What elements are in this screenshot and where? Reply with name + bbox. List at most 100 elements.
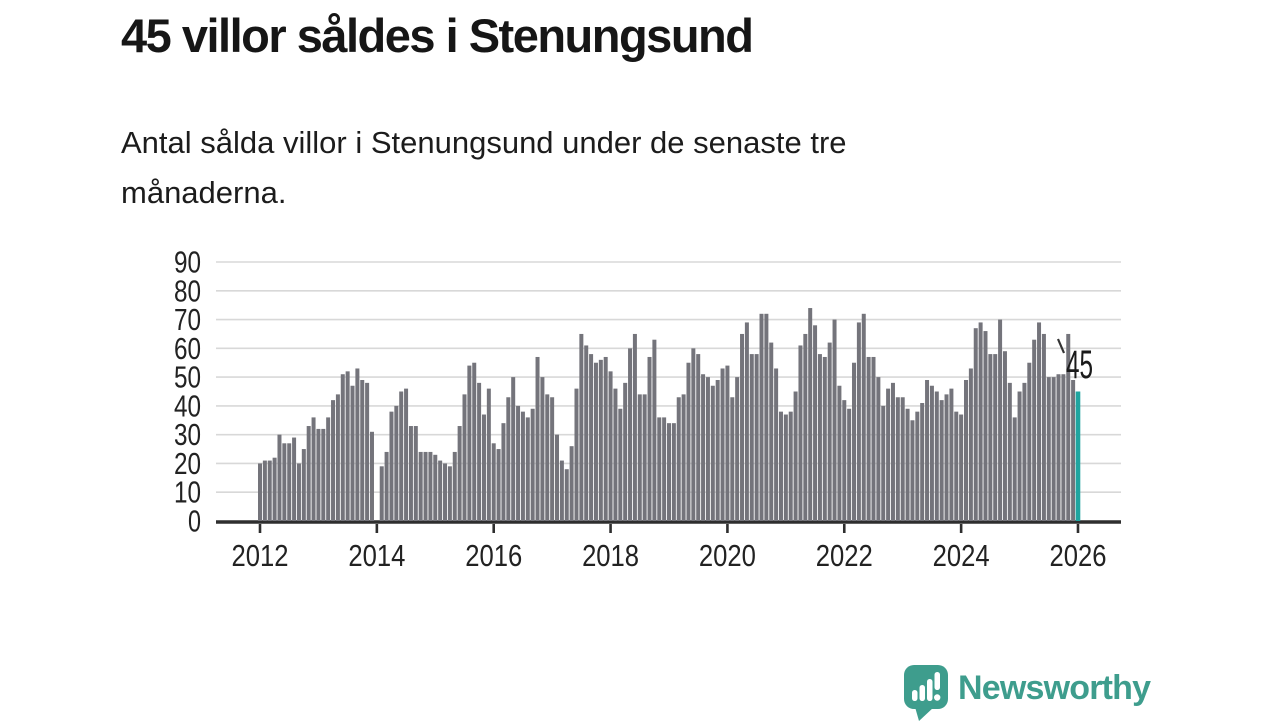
bar-month (681, 394, 686, 521)
bar-month (793, 391, 798, 521)
chart-subtitle: Antal sålda villor i Stenungsund under d… (121, 125, 847, 210)
bar-month (491, 443, 496, 521)
y-axis-tick-label: 0 (188, 504, 201, 539)
bar-month (608, 371, 613, 521)
bar-month (365, 382, 370, 521)
bar-month (666, 423, 671, 521)
bar-month (355, 368, 360, 521)
bar-month (262, 460, 267, 521)
y-axis-tick-label: 30 (174, 417, 201, 452)
y-axis-tick-label: 20 (174, 446, 201, 481)
bar-month (730, 397, 735, 521)
bar-month (623, 382, 628, 521)
bar-month (662, 417, 667, 521)
bar-month (296, 463, 301, 521)
bar-month (467, 365, 472, 521)
bar-month (803, 333, 808, 521)
bar-month (574, 388, 579, 521)
bar-month (759, 313, 764, 521)
x-axis-tick-label: 2024 (933, 538, 990, 573)
bar-month (394, 405, 399, 521)
bar-month (326, 417, 331, 521)
bar-month (769, 342, 774, 521)
bar-month (817, 354, 822, 521)
bar-month (316, 428, 321, 521)
bar-month (418, 451, 423, 521)
bar-month (1022, 382, 1027, 521)
bar-month (881, 405, 886, 521)
bar-month (1037, 322, 1042, 521)
bar-month (564, 469, 569, 521)
bar-month (452, 451, 457, 521)
bar-month (350, 385, 355, 521)
x-axis-tick-label: 2018 (582, 538, 639, 573)
bar-month (579, 333, 584, 521)
bar-month (428, 451, 433, 521)
bar-month (827, 342, 832, 521)
x-axis-tick-label: 2016 (465, 538, 522, 573)
bar-month (530, 408, 535, 521)
bar-month (842, 400, 847, 521)
bar-month (1056, 374, 1061, 521)
bar-month (871, 356, 876, 521)
bar-month (389, 411, 394, 521)
bar-month (423, 451, 428, 521)
bar-month (837, 385, 842, 521)
bar-month (705, 377, 710, 521)
bar-month (501, 423, 506, 521)
bar-month (1007, 382, 1012, 521)
bar-month (735, 377, 740, 521)
bar-month (345, 371, 350, 521)
bar-month (764, 313, 769, 521)
bar-month (642, 394, 647, 521)
bar-month (589, 354, 594, 521)
bar-month (404, 388, 409, 521)
bar-month (525, 417, 530, 521)
bar-month (993, 354, 998, 521)
bar-month (1051, 377, 1056, 521)
bar-month (861, 313, 866, 521)
bar-month (866, 356, 871, 521)
bar-month (949, 388, 954, 521)
bar-month (856, 322, 861, 521)
bar-month (1017, 391, 1022, 521)
bar-month (603, 356, 608, 521)
bar-month (934, 391, 939, 521)
page-title: 45 villor såldes i Stenungsund (121, 9, 754, 62)
y-axis-tick-label: 50 (174, 360, 201, 395)
bar-month (652, 339, 657, 521)
bar-month (900, 397, 905, 521)
bar-month (438, 460, 443, 521)
bar-month (301, 449, 306, 521)
bar-month (890, 382, 895, 521)
bar-month (973, 328, 978, 521)
bar-month (379, 466, 384, 521)
bar-month (939, 400, 944, 521)
bar-month (657, 417, 662, 521)
bar-month (998, 319, 1003, 521)
bar-month (516, 405, 521, 521)
bar-month (929, 385, 934, 521)
bar-month (1041, 333, 1046, 521)
bar-month (978, 322, 983, 521)
bar-month (778, 411, 783, 521)
bar-month (258, 463, 262, 521)
bar-month (413, 426, 418, 521)
bar-month (613, 388, 618, 521)
highlight-value-label: 45 (1066, 343, 1093, 387)
bar-month (472, 362, 477, 521)
bar-month (740, 333, 745, 521)
bar-month (813, 325, 818, 521)
bar-month (496, 449, 501, 521)
bar-month (744, 322, 749, 521)
bar-month (749, 354, 754, 521)
bar-month (701, 374, 706, 521)
newsworthy-logo-icon (904, 665, 948, 721)
bar-month (822, 356, 827, 521)
bar-month (598, 359, 603, 521)
bar-month (321, 428, 326, 521)
y-axis-tick-label: 90 (174, 245, 201, 280)
bar-month (968, 368, 973, 521)
bar-month (545, 394, 550, 521)
